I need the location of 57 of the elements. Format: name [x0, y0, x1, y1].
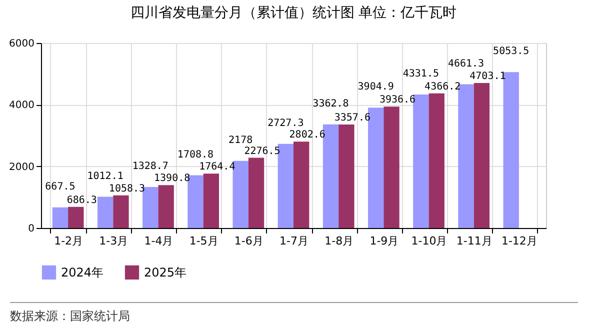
- bar: [52, 207, 68, 228]
- data-label: 4331.5: [402, 68, 439, 80]
- bar: [338, 124, 354, 228]
- data-label: 686.3: [66, 194, 97, 206]
- bar: [458, 84, 474, 228]
- bar: [188, 175, 204, 228]
- data-label: 1328.7: [132, 161, 168, 172]
- bar: [248, 158, 264, 228]
- bar: [384, 106, 400, 228]
- data-label: 3357.6: [334, 112, 370, 124]
- data-label: 3936.6: [379, 94, 416, 106]
- bar: [97, 196, 114, 228]
- bar: [113, 195, 129, 228]
- data-label: 2276.5: [244, 146, 280, 157]
- bar: [294, 142, 310, 228]
- x-tick-label: 1-10月: [411, 234, 448, 248]
- data-label: 1058.3: [108, 183, 146, 194]
- legend-label: 2025年: [144, 265, 187, 280]
- bar: [68, 206, 84, 228]
- x-tick-label: 1-5月: [189, 234, 218, 248]
- legend-label: 2024年: [61, 265, 104, 280]
- x-tick-label: 1-4月: [144, 234, 174, 248]
- y-tick-label: 2000: [9, 162, 34, 173]
- y-tick-label: 4000: [9, 100, 34, 112]
- data-label: 4661.3: [448, 58, 484, 70]
- data-label: 1390.8: [154, 173, 190, 184]
- x-tick-label: 1-7月: [280, 234, 308, 248]
- bar: [278, 144, 294, 228]
- bar: [428, 93, 444, 228]
- data-label: 5053.5: [493, 46, 530, 58]
- data-label: 1708.8: [177, 149, 214, 160]
- data-label: 3904.9: [358, 82, 394, 93]
- x-tick-label: 1-8月: [324, 234, 354, 248]
- y-tick-label: 0: [28, 224, 34, 234]
- data-label: 3362.8: [312, 98, 349, 110]
- x-tick-label: 1-3月: [99, 234, 128, 248]
- data-label: 1012.1: [87, 170, 124, 182]
- bar: [142, 187, 158, 228]
- source-note: 数据来源：国家统计局: [10, 308, 131, 325]
- data-label: 4703.1: [470, 70, 506, 82]
- x-tick-label: 1-6月: [234, 234, 264, 248]
- x-tick-label: 1-11月: [456, 234, 492, 248]
- data-label: 1764.4: [199, 162, 236, 173]
- x-tick-label: 1-9月: [370, 234, 399, 248]
- data-label: 4366.2: [424, 81, 461, 92]
- bar: [158, 185, 174, 228]
- bar: [474, 82, 490, 228]
- chart-title: 四川省发电量分月（累计值）统计图 单位：亿千瓦时: [130, 5, 457, 21]
- data-label: 2178: [228, 134, 253, 146]
- data-label: 2727.3: [268, 118, 304, 129]
- bar: [413, 94, 429, 228]
- y-tick-label: 6000: [9, 38, 34, 50]
- data-label: 667.5: [45, 181, 76, 192]
- bar: [203, 174, 220, 228]
- x-tick-label: 1-2月: [54, 234, 84, 248]
- data-label: 2802.6: [289, 130, 326, 141]
- x-tick-label: 1-12月: [501, 234, 538, 248]
